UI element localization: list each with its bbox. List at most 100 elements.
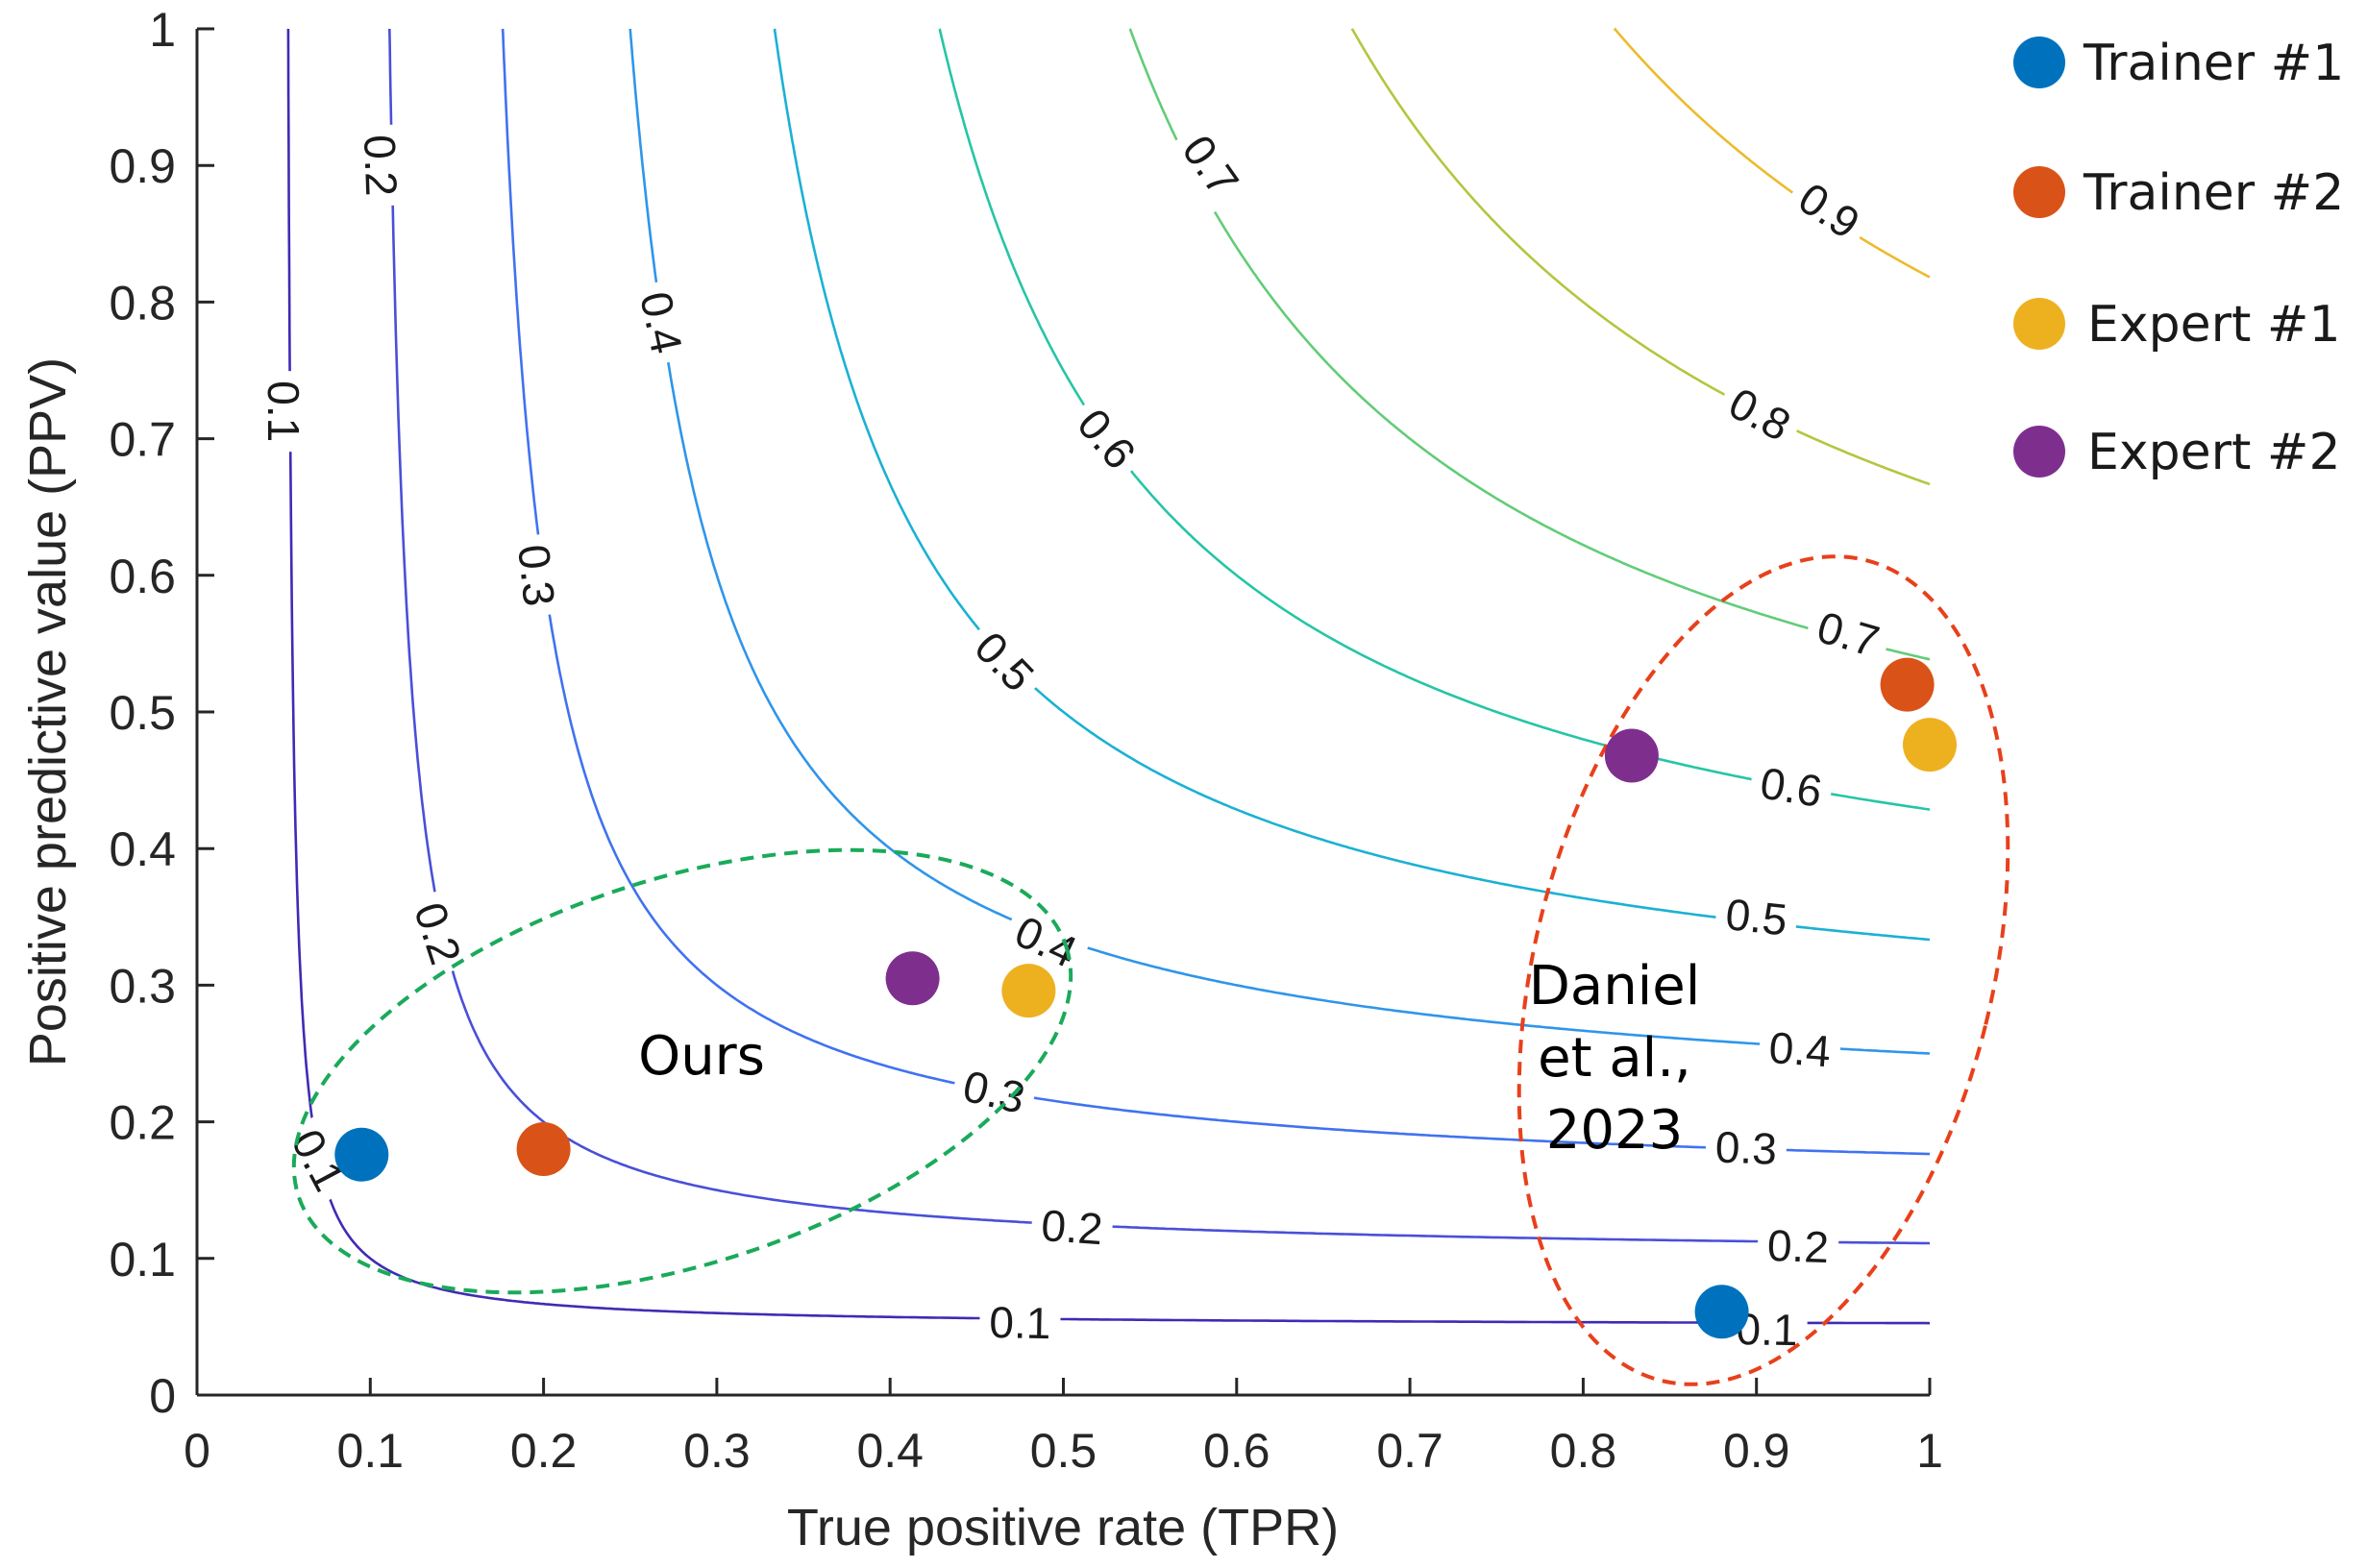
y-tick-label: 0.1: [109, 1233, 176, 1286]
y-tick-label: 0.6: [109, 550, 176, 603]
y-tick-label: 0.8: [109, 276, 176, 330]
contour-label-bg: [1029, 1197, 1115, 1257]
contour-label: 0.3: [508, 542, 564, 608]
contour-label-bg: [352, 124, 409, 208]
contour-line-0.5: [773, 28, 1931, 942]
contour-line-0.1: [286, 28, 1931, 1325]
y-tick-label: 0.4: [109, 822, 176, 876]
contour-label-group: 0.8: [1712, 371, 1809, 457]
contour-label-group: 0.1: [257, 371, 311, 453]
y-tick-label: 0.2: [109, 1096, 176, 1150]
x-tick-label: 0.3: [683, 1424, 751, 1478]
x-tick-label: 1: [1916, 1424, 1943, 1478]
legend-label-expert-1: Expert #1: [2087, 296, 2341, 354]
contour-label-group: 0.3: [949, 1056, 1040, 1128]
contour-label-bg: [978, 1294, 1061, 1351]
legend-label-trainer-1: Trainer #1: [2083, 35, 2344, 92]
x-tick-label: 0.5: [1030, 1424, 1097, 1478]
contour-label-bg: [1746, 753, 1836, 821]
contour-label-group: 0.5: [956, 613, 1052, 710]
x-tick-label: 0.8: [1550, 1424, 1617, 1478]
x-tick-label: 0.1: [337, 1424, 405, 1478]
contour-label-bg: [956, 613, 1052, 710]
legend-label-trainer-2: Trainer #2: [2083, 164, 2344, 222]
contour-label-group: 0.2: [1757, 1217, 1839, 1275]
point-expert-2: [885, 951, 940, 1006]
contour-label: 0.3: [1714, 1121, 1778, 1173]
contour-label-group: 0.2: [1029, 1197, 1115, 1257]
contour-label-group: 0.3: [505, 532, 568, 619]
y-tick-label: 0.5: [109, 686, 176, 740]
contour-label: 0.3: [958, 1061, 1029, 1123]
daniel-label-line3: 2023: [1546, 1099, 1684, 1162]
x-tick-label: 0.2: [510, 1424, 578, 1478]
y-tick-label: 0.3: [109, 959, 176, 1013]
contour-label-bg: [1060, 390, 1154, 487]
daniel-label-line1: Daniel: [1529, 955, 1701, 1017]
x-ticks: 0 0.1 0.2 0.3 0.4 0.5 0.6 0.7 0.8 0.9 1: [184, 1378, 1943, 1478]
contour-label: 0.4: [1767, 1022, 1832, 1076]
ours-label: Ours: [638, 1025, 765, 1088]
contour-label-bg: [399, 886, 477, 980]
point-trainer-2: [1880, 657, 1935, 712]
contour-line-0.9: [1613, 27, 1931, 279]
group-annotations: Ours Daniel et al., 2023: [291, 554, 2010, 1386]
legend: Trainer #1 Trainer #2 Expert #1 Expert #…: [2013, 35, 2344, 481]
contour-label-group: 0.9: [1780, 165, 1878, 256]
daniel-label-line2: et al.,: [1538, 1027, 1691, 1090]
contour-label-bg: [1165, 116, 1256, 214]
contour-label: 0.6: [1757, 758, 1825, 817]
contour-label: 0.5: [1723, 889, 1789, 944]
legend-marker-trainer-2: [2013, 166, 2065, 218]
ours-group-ellipse: [291, 847, 1073, 1295]
contour-label-bg: [998, 899, 1095, 984]
y-tick-label: 0.9: [109, 139, 176, 193]
contour-label-group: 0.6: [1060, 390, 1154, 487]
contour-label-bg: [1757, 1217, 1839, 1275]
y-tick-label: 0: [149, 1369, 176, 1423]
contour-label-group: 0.4: [1757, 1019, 1842, 1080]
x-tick-label: 0: [184, 1424, 210, 1478]
contour-line-0.7: [1128, 28, 1931, 661]
x-tick-label: 0.4: [856, 1424, 924, 1478]
point-trainer-1: [334, 1127, 389, 1182]
contour-label-bg: [949, 1056, 1040, 1128]
y-axis-title: Positive predictive value (PPV): [19, 357, 77, 1066]
contour-label-bg: [1712, 371, 1809, 457]
contour-label: 0.1: [259, 380, 308, 442]
daniel-group-ellipse: [1516, 554, 2010, 1386]
point-expert-2: [1604, 728, 1659, 783]
contour-label-bg: [257, 371, 311, 453]
x-axis-title: True positive rate (TPR): [787, 1499, 1339, 1556]
x-tick-label: 0.6: [1203, 1424, 1270, 1478]
contour-label-group: 0.2: [399, 886, 477, 980]
contour-label-group: 0.7: [1802, 597, 1895, 672]
data-points: [334, 657, 1957, 1339]
point-trainer-1: [1694, 1285, 1749, 1339]
legend-label-expert-2: Expert #2: [2087, 424, 2341, 481]
contour-line-0.8: [1350, 28, 1931, 486]
y-tick-label: 1: [149, 3, 176, 57]
legend-marker-expert-2: [2013, 426, 2065, 478]
y-ticks: 0 0.1 0.2 0.3 0.4 0.5 0.6 0.7 0.8 0.9 1: [109, 3, 214, 1423]
axes: 0 0.1 0.2 0.3 0.4 0.5 0.6 0.7 0.8 0.9 1 0 0.1 0.2 0.3…: [19, 3, 1943, 1556]
contour-label: 0.2: [1040, 1200, 1104, 1254]
x-tick-label: 0.9: [1723, 1424, 1790, 1478]
contour-label-bg: [1704, 1119, 1788, 1177]
contour-label-group: 0.2: [352, 124, 409, 208]
x-tick-label: 0.7: [1376, 1424, 1443, 1478]
contour-label-group: 0.7: [1165, 116, 1256, 214]
contour-label-bg: [1802, 597, 1895, 672]
legend-marker-expert-1: [2013, 298, 2065, 350]
contour-label: 0.2: [355, 134, 407, 197]
contour-label-bg: [627, 277, 697, 368]
y-tick-label: 0.7: [109, 413, 176, 467]
contour-label-group: 0.4: [627, 277, 697, 368]
contour-label-bg: [505, 532, 568, 619]
contour-label-bg: [1714, 886, 1800, 948]
point-trainer-2: [516, 1122, 571, 1176]
contour-label-group: 0.1: [978, 1294, 1061, 1351]
contour-label-bg: [1780, 165, 1878, 256]
contour-label: 0.2: [1766, 1220, 1830, 1272]
